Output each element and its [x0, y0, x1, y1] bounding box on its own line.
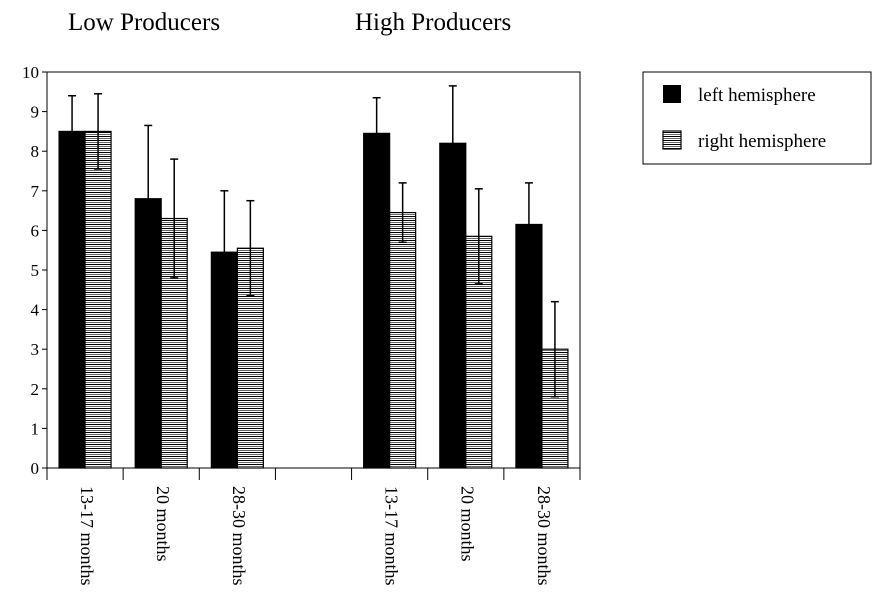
y-axis: 0 1 2 3 4 5 6 7 8 9 10	[22, 63, 47, 478]
legend-swatch-right	[662, 130, 682, 150]
y-tick-label: 9	[31, 103, 40, 122]
x-category-label: 20 months	[458, 486, 478, 562]
y-tick-label: 2	[31, 380, 40, 399]
x-category-label: 13-17 months	[382, 486, 402, 586]
y-tick-label: 5	[31, 261, 40, 280]
y-tick-label: 1	[31, 419, 40, 438]
legend-swatch-left	[663, 85, 681, 103]
x-category-label: 28-30 months	[534, 486, 554, 586]
y-tick-label: 7	[31, 182, 40, 201]
y-tick-label: 4	[31, 301, 40, 320]
x-category-label: 20 months	[153, 486, 173, 562]
x-category-label: 13-17 months	[77, 486, 97, 586]
y-tick-label: 6	[31, 221, 40, 240]
bar-right-hemisphere	[389, 211, 417, 469]
bars	[58, 85, 569, 469]
bar-right-hemisphere	[84, 130, 112, 469]
group-title-high: High Producers	[355, 9, 511, 36]
y-tick-label: 3	[31, 340, 40, 359]
x-category-label: 28-30 months	[229, 486, 249, 586]
bar-left-hemisphere	[363, 132, 391, 469]
legend: left hemisphere right hemisphere	[642, 71, 872, 165]
group-title-low: Low Producers	[68, 9, 220, 36]
y-tick-label: 0	[31, 459, 40, 478]
legend-label-right: right hemisphere	[698, 131, 826, 152]
x-axis: 13-17 months 20 months 28-30 months 13-17 m…	[46, 468, 581, 586]
bar-left-hemisphere	[58, 130, 86, 469]
plot-frame	[46, 71, 581, 469]
y-tick-label: 8	[31, 142, 40, 161]
y-tick-label: 10	[22, 63, 39, 82]
legend-label-left: left hemisphere	[698, 85, 816, 106]
